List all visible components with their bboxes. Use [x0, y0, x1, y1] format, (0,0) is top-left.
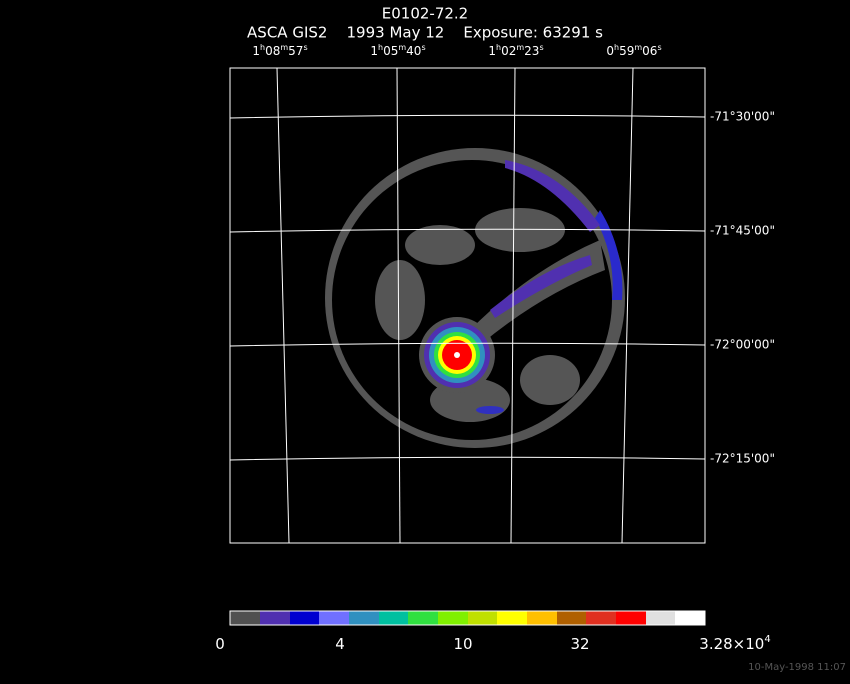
- ra-label: 1h02m23s: [488, 43, 543, 58]
- colorbar-segment: [557, 611, 586, 625]
- ra-unit: m: [398, 43, 406, 52]
- ra-value: 02: [501, 44, 516, 58]
- dec-label: -72°15'00": [710, 452, 775, 466]
- patch: [405, 225, 475, 265]
- colorbar-segment: [586, 611, 616, 625]
- ra-value: 08: [265, 44, 280, 58]
- ra-unit: h: [496, 43, 501, 52]
- colorbar-segment: [438, 611, 468, 625]
- coordinate-grid: [229, 67, 706, 544]
- ra-label: 1h05m40s: [370, 43, 425, 58]
- colorbar-label: 10: [453, 635, 472, 653]
- ra-unit: h: [378, 43, 383, 52]
- ra-unit: s: [303, 43, 307, 52]
- image: [325, 148, 625, 448]
- ra-value: 1: [370, 44, 378, 58]
- colorbar-segment: [349, 611, 379, 625]
- ra-label: 0h59m06s: [606, 43, 661, 58]
- stripe-blue: [490, 255, 592, 318]
- patch: [475, 208, 565, 252]
- ra-unit: m: [280, 43, 288, 52]
- ra-unit: s: [539, 43, 543, 52]
- colorbar-segment: [260, 611, 290, 625]
- colorbar-segment: [646, 611, 675, 625]
- ra-unit: m: [516, 43, 524, 52]
- edge-blue: [595, 210, 623, 300]
- colorbar-segment: [379, 611, 408, 625]
- colorbar-label: 32: [570, 635, 589, 653]
- dec-label: -71°30'00": [710, 110, 775, 124]
- colorbar-segment: [230, 611, 260, 625]
- colorbar-labels: 0 4 10 32 3.28×104: [215, 634, 770, 653]
- ra-unit: m: [634, 43, 642, 52]
- ra-value: 0: [606, 44, 614, 58]
- colorbar-label: 4: [335, 635, 345, 653]
- dec-labels: -71°30'00" -71°45'00" -72°00'00" -72°15'00": [710, 110, 775, 466]
- ra-unit: s: [657, 43, 661, 52]
- ra-value: 23: [524, 44, 539, 58]
- colorbar-segment: [290, 611, 319, 625]
- colorbar-label: 0: [215, 635, 225, 653]
- ra-label: 1h08m57s: [252, 43, 307, 58]
- colorbar-segment: [616, 611, 646, 625]
- colorbar-segment: [319, 611, 349, 625]
- footer: 10-May-1998 11:07: [748, 662, 846, 673]
- ra-value: 05: [383, 44, 398, 58]
- colorbar-max: 3.28×104: [699, 634, 770, 653]
- colorbar-segment: [527, 611, 557, 625]
- ra-labels: 1h08m57s 1h05m40s 1h02m23s 0h59m06s: [252, 43, 661, 58]
- ra-value: 06: [642, 44, 657, 58]
- source-core: [454, 352, 460, 358]
- colorbar-max-base: 3.28×10: [699, 635, 764, 653]
- patch-blue: [476, 406, 504, 414]
- ra-value: 59: [619, 44, 634, 58]
- ra-value: 40: [406, 44, 421, 58]
- colorbar-segment: [468, 611, 497, 625]
- colorbar-segment: [497, 611, 527, 625]
- colorbar-segment: [675, 611, 705, 625]
- colorbar: [229, 610, 706, 626]
- colorbar-segment: [408, 611, 438, 625]
- edge-blue-2: [505, 160, 600, 232]
- patch: [375, 260, 425, 340]
- ra-unit: h: [614, 43, 619, 52]
- patch: [520, 355, 580, 405]
- subtitle: ASCA GIS2 1993 May 12 Exposure: 63291 s: [247, 24, 603, 42]
- ra-value: 1: [252, 44, 260, 58]
- colorbar-max-exp: 4: [764, 634, 770, 645]
- ra-value: 1: [488, 44, 496, 58]
- colorbar-frame: [229, 610, 706, 626]
- ra-unit: h: [260, 43, 265, 52]
- dec-label: -71°45'00": [710, 224, 775, 238]
- dec-label: -72°00'00": [710, 338, 775, 352]
- ra-value: 57: [288, 44, 303, 58]
- title: E0102-72.2: [382, 5, 468, 23]
- ra-unit: s: [421, 43, 425, 52]
